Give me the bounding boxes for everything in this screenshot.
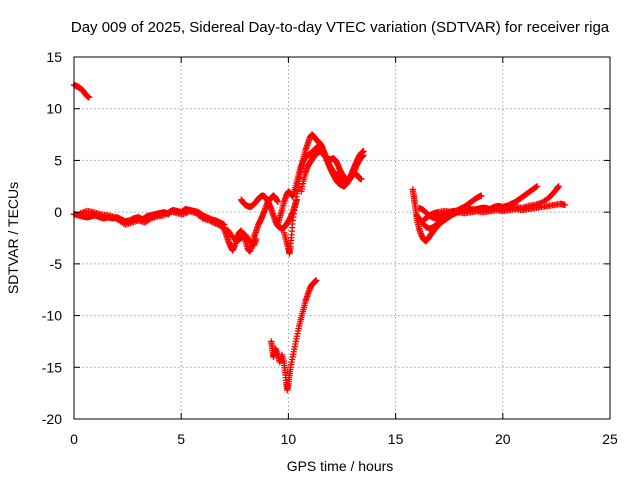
data-point-plus xyxy=(358,175,365,183)
x-tick-label: 15 xyxy=(388,431,404,447)
y-tick-label: 15 xyxy=(46,49,62,65)
x-tick-label: 25 xyxy=(602,431,618,447)
plot-frame xyxy=(73,56,611,420)
grid-lines xyxy=(74,57,610,419)
x-tick-label: 5 xyxy=(177,431,185,447)
y-tick-label: -5 xyxy=(50,256,63,272)
x-tick-label: 10 xyxy=(281,431,297,447)
data-point-plus xyxy=(313,277,320,284)
y-axis-title: SDTVAR / TECUs xyxy=(5,182,21,294)
y-tick-label: -20 xyxy=(42,411,62,427)
x-tick-label: 0 xyxy=(70,431,78,447)
y-tick-label: 10 xyxy=(46,101,62,117)
y-tick-label: -15 xyxy=(42,359,62,375)
y-tick-label: 0 xyxy=(54,204,62,220)
series-seg-16h-d xyxy=(415,200,569,222)
data-point-plus xyxy=(533,183,541,190)
y-tick-label: 5 xyxy=(54,152,62,168)
data-point-plus xyxy=(561,201,569,209)
series-seg-early-high xyxy=(70,81,93,101)
data-marks xyxy=(70,81,569,394)
data-point-plus xyxy=(360,152,367,159)
series-seg-dip-7h xyxy=(220,192,281,255)
x-axis-title: GPS time / hours xyxy=(287,458,394,474)
data-point-plus xyxy=(532,183,540,191)
axis-ticks xyxy=(73,56,611,420)
series-seg-baseline-b xyxy=(77,207,260,249)
x-tick-label: 20 xyxy=(495,431,511,447)
data-point-plus xyxy=(478,192,485,199)
data-point-plus xyxy=(274,198,281,205)
tick-labels: 0 5 10 15 20 25 -20 -15 -10 -5 0 5 10 15 xyxy=(42,49,618,447)
y-tick-label: -10 xyxy=(42,308,62,324)
data-point-plus xyxy=(85,94,93,101)
data-point-plus xyxy=(555,183,562,190)
series-seg-deep-drop xyxy=(268,277,320,394)
series-seg-10h-rise-c xyxy=(298,147,367,195)
chart-title: Day 009 of 2025, Sidereal Day-to-day VTE… xyxy=(71,19,610,36)
